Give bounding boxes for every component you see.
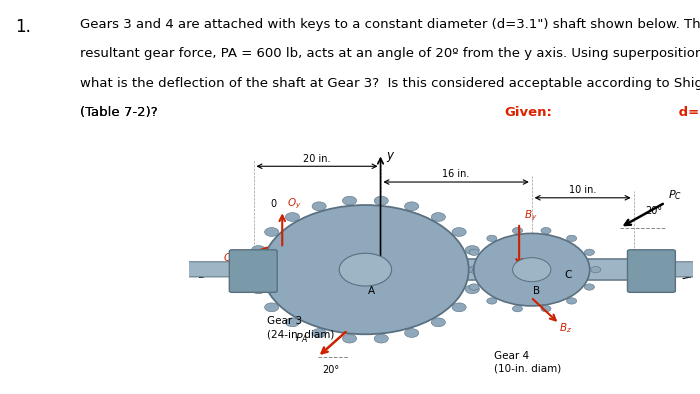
Text: $O_z$: $O_z$: [223, 251, 237, 265]
Circle shape: [541, 305, 551, 312]
Circle shape: [265, 303, 279, 312]
Text: x: x: [685, 270, 692, 280]
Circle shape: [405, 202, 419, 211]
Text: (Table 7-2)?: (Table 7-2)?: [80, 106, 171, 119]
Text: A: A: [368, 286, 375, 296]
Text: what is the deflection of the shaft at Gear 3?  Is this considered acceptable ac: what is the deflection of the shaft at G…: [80, 77, 700, 90]
Circle shape: [251, 245, 265, 255]
Circle shape: [286, 318, 300, 327]
Text: 0: 0: [271, 199, 277, 209]
FancyBboxPatch shape: [188, 262, 235, 277]
FancyBboxPatch shape: [251, 259, 661, 280]
Circle shape: [265, 228, 279, 236]
Circle shape: [431, 213, 445, 221]
Circle shape: [512, 227, 522, 234]
Text: Gear 4
(10-in. diam): Gear 4 (10-in. diam): [494, 351, 561, 374]
Circle shape: [466, 245, 480, 255]
Circle shape: [541, 227, 551, 234]
Text: B: B: [533, 286, 540, 296]
Circle shape: [486, 235, 497, 242]
Text: C: C: [564, 270, 572, 280]
Text: d=3.1", Pₐ=600 lbs, Pᴄ=1440 lbs: d=3.1", Pₐ=600 lbs, Pᴄ=1440 lbs: [673, 106, 700, 119]
Circle shape: [469, 249, 479, 255]
Text: resultant gear force, PA = 600 lb, acts at an angle of 20º from the y axis. Usin: resultant gear force, PA = 600 lb, acts …: [80, 47, 700, 60]
Circle shape: [452, 303, 466, 312]
Circle shape: [374, 196, 388, 205]
Circle shape: [474, 233, 589, 306]
Text: $O_y$: $O_y$: [287, 197, 302, 212]
Circle shape: [342, 196, 356, 205]
Circle shape: [342, 334, 356, 343]
Text: 1.: 1.: [15, 18, 32, 36]
Circle shape: [340, 253, 391, 286]
FancyBboxPatch shape: [671, 262, 694, 277]
Circle shape: [566, 235, 577, 242]
Text: Gears 3 and 4 are attached with keys to a constant diameter (d=3.1") shaft shown: Gears 3 and 4 are attached with keys to …: [80, 18, 700, 31]
Circle shape: [452, 228, 466, 236]
Circle shape: [251, 285, 265, 294]
Circle shape: [286, 213, 300, 221]
FancyBboxPatch shape: [230, 250, 277, 292]
Circle shape: [584, 284, 594, 290]
Circle shape: [591, 266, 601, 273]
Text: resultant gear force, PA = 600 lb, acts at an angle of 20º from the y axis. Usin: resultant gear force, PA = 600 lb, acts …: [80, 47, 613, 60]
Circle shape: [374, 334, 388, 343]
Circle shape: [431, 318, 445, 327]
Circle shape: [470, 265, 484, 274]
Text: 20 in.: 20 in.: [303, 154, 331, 164]
Text: $B_y$: $B_y$: [524, 209, 538, 223]
Circle shape: [262, 205, 469, 334]
Text: Given:: Given:: [504, 106, 552, 119]
Text: 16 in.: 16 in.: [442, 169, 470, 179]
FancyBboxPatch shape: [627, 250, 676, 292]
Text: $P_A$: $P_A$: [295, 331, 308, 345]
Circle shape: [405, 329, 419, 337]
Text: 10 in.: 10 in.: [569, 185, 596, 195]
Text: (Table 7-2)?: (Table 7-2)?: [80, 106, 158, 119]
Circle shape: [312, 202, 326, 211]
Text: y: y: [386, 149, 393, 162]
Circle shape: [469, 284, 479, 290]
Circle shape: [566, 298, 577, 304]
Circle shape: [466, 285, 480, 294]
Circle shape: [312, 329, 326, 337]
Text: z: z: [198, 270, 204, 280]
Circle shape: [486, 298, 497, 304]
Text: 20°: 20°: [645, 206, 662, 216]
Text: 2: 2: [648, 281, 654, 291]
Circle shape: [584, 249, 594, 255]
Circle shape: [463, 266, 473, 273]
Text: $P_C$: $P_C$: [668, 188, 682, 202]
Text: Gear 3
(24-in. diam): Gear 3 (24-in. diam): [267, 316, 335, 339]
Text: $B_z$: $B_z$: [559, 321, 573, 335]
Circle shape: [512, 305, 522, 312]
Circle shape: [247, 265, 261, 274]
Text: 20°: 20°: [323, 365, 339, 375]
Circle shape: [512, 258, 551, 282]
